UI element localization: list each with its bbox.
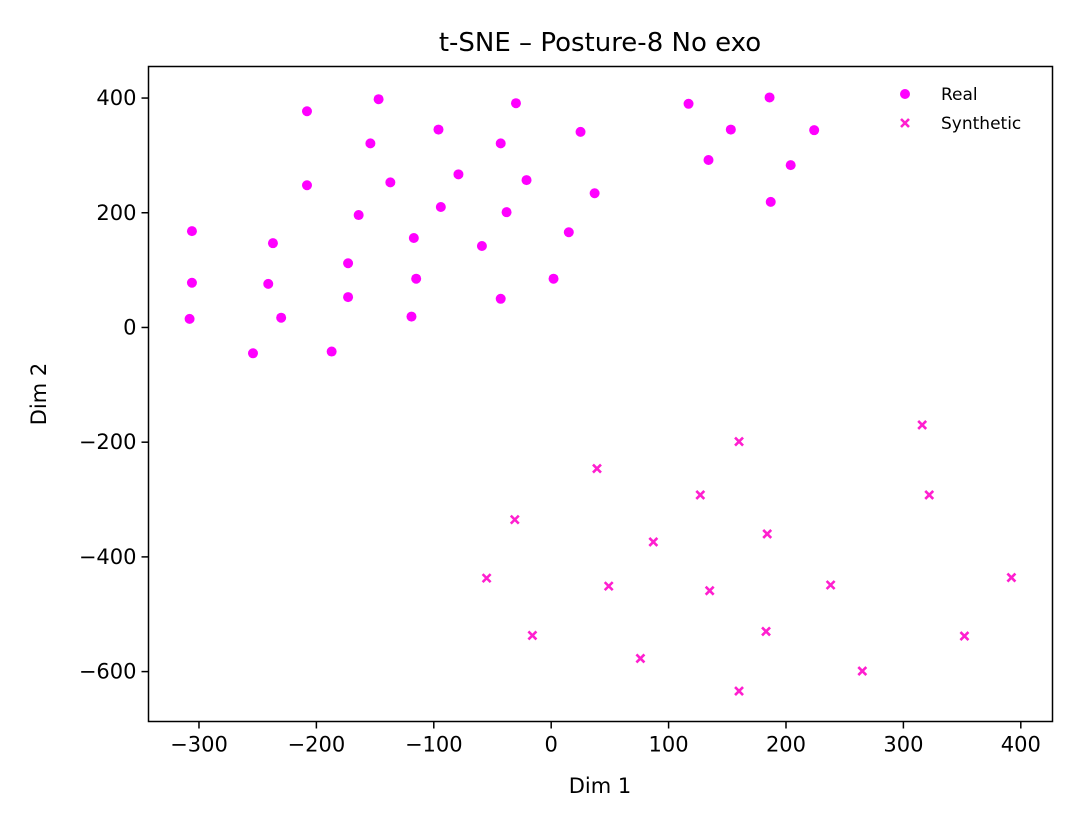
y-tick-label: −600	[79, 660, 137, 684]
x-tick-label: −100	[405, 733, 463, 757]
synthetic-point	[527, 630, 538, 641]
real-point	[411, 273, 422, 284]
y-tick-label: 0	[123, 315, 136, 339]
synthetic-point	[603, 581, 614, 592]
x-tick-label: 200	[766, 733, 806, 757]
synthetic-point	[635, 653, 646, 664]
y-tick-label: 200	[96, 201, 136, 225]
legend-marker-real	[900, 89, 910, 99]
y-tick-label: 400	[96, 86, 136, 110]
synthetic-point	[762, 529, 773, 539]
real-point	[453, 169, 464, 180]
real-point	[276, 312, 287, 323]
synthetic-point	[924, 490, 935, 500]
real-point	[326, 346, 337, 357]
synthetic-point	[509, 514, 520, 525]
real-point	[495, 138, 506, 149]
real-point	[433, 124, 444, 135]
synthetic-point	[959, 631, 970, 641]
plot-area	[184, 92, 1017, 697]
synthetic-point	[734, 686, 744, 697]
real-point	[247, 348, 258, 359]
legend-marker-synthetic	[900, 118, 910, 128]
synthetic-point	[592, 463, 602, 474]
real-point	[343, 258, 354, 269]
real-point	[373, 94, 384, 105]
synthetic-point	[734, 436, 744, 447]
chart-title: t-SNE – Posture-8 No exo	[439, 28, 761, 58]
real-point	[186, 277, 197, 288]
synthetic-point	[704, 585, 715, 596]
x-tick-label: −200	[288, 733, 346, 757]
real-point	[725, 124, 736, 135]
real-point	[365, 138, 376, 149]
real-point	[683, 98, 694, 109]
real-point	[809, 125, 820, 136]
synthetic-point	[648, 537, 659, 547]
legend: Real Synthetic	[900, 85, 1021, 134]
real-point	[575, 126, 586, 137]
series-synthetic	[481, 420, 1017, 697]
x-axis-label: Dim 1	[569, 774, 632, 798]
real-point	[501, 207, 512, 218]
real-point	[301, 180, 312, 191]
synthetic-point	[481, 573, 492, 584]
x-tick-label: 300	[883, 733, 923, 757]
real-point	[184, 313, 195, 324]
synthetic-point	[695, 490, 706, 500]
y-tick-label: −200	[79, 430, 137, 454]
x-tick-label: 0	[545, 733, 558, 757]
synthetic-point	[917, 420, 928, 430]
real-point	[408, 232, 419, 243]
synthetic-point	[857, 666, 868, 676]
synthetic-point	[1006, 572, 1017, 583]
y-axis-label: Dim 2	[27, 363, 51, 426]
real-point	[476, 241, 487, 252]
series-real	[184, 92, 820, 359]
real-point	[510, 98, 521, 109]
y-axis-ticks: 400 200 0 −200 −400 −600	[79, 86, 149, 684]
real-point	[186, 226, 197, 237]
real-point	[353, 210, 364, 221]
real-point	[495, 293, 506, 304]
legend-label-synthetic: Synthetic	[941, 114, 1021, 134]
real-point	[764, 92, 775, 103]
real-point	[765, 196, 776, 207]
x-axis-ticks: −300 −200 −100 0 100 200 300 400	[170, 721, 1041, 757]
real-point	[385, 177, 396, 188]
real-point	[343, 292, 354, 303]
real-point	[548, 273, 559, 284]
legend-label-real: Real	[941, 85, 978, 105]
real-point	[521, 175, 532, 186]
real-point	[563, 227, 574, 238]
synthetic-point	[825, 580, 836, 590]
real-point	[263, 278, 274, 289]
real-point	[267, 238, 278, 249]
real-point	[301, 106, 312, 117]
y-tick-label: −400	[79, 545, 137, 569]
real-point	[589, 188, 600, 199]
synthetic-point	[761, 626, 771, 637]
real-point	[703, 154, 714, 165]
real-point	[406, 311, 417, 322]
real-point	[435, 202, 446, 213]
plot-frame	[147, 65, 1054, 723]
real-point	[785, 160, 796, 171]
x-tick-label: −300	[170, 733, 228, 757]
x-tick-label: 100	[649, 733, 689, 757]
x-tick-label: 400	[1001, 733, 1041, 757]
